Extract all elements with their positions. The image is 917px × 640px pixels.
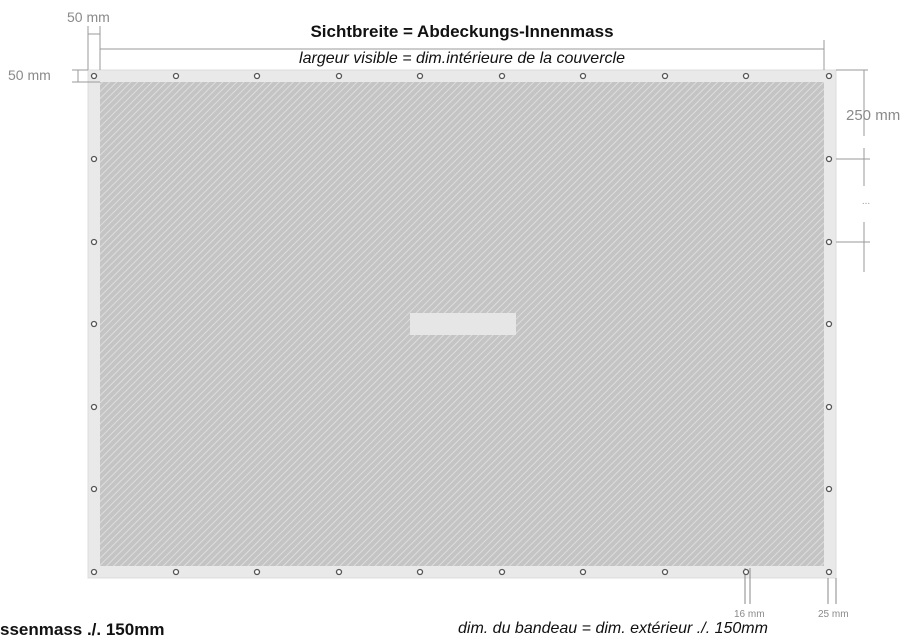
ellipsis-mark: ... bbox=[862, 196, 870, 207]
eyelet bbox=[825, 238, 833, 246]
eyelet bbox=[90, 485, 98, 493]
title-german: Sichtbreite = Abdeckungs-Innenmass bbox=[310, 22, 614, 41]
eyelet bbox=[825, 403, 833, 411]
center-label-area bbox=[410, 313, 516, 335]
eyelet bbox=[172, 72, 180, 80]
eyelet bbox=[661, 72, 669, 80]
eyelet bbox=[825, 568, 833, 576]
eyelet bbox=[498, 568, 506, 576]
right-eyelets bbox=[825, 155, 833, 493]
edge-offset-label: 25 mm bbox=[818, 609, 849, 620]
eyelet bbox=[90, 320, 98, 328]
eyelet bbox=[90, 72, 98, 80]
top-margin-marker bbox=[87, 26, 101, 70]
left-margin-label: 50 mm bbox=[8, 67, 51, 83]
eyelet bbox=[661, 568, 669, 576]
eyelet bbox=[416, 568, 424, 576]
eyelet bbox=[825, 72, 833, 80]
left-eyelets bbox=[90, 155, 98, 493]
eyelet bbox=[335, 568, 343, 576]
eyelet bbox=[825, 320, 833, 328]
title-french: largeur visible = dim.intérieure de la c… bbox=[299, 50, 625, 67]
eyelet bbox=[825, 485, 833, 493]
eyelet bbox=[90, 238, 98, 246]
eyelet bbox=[172, 568, 180, 576]
eyelet bbox=[498, 72, 506, 80]
eyelet bbox=[90, 568, 98, 576]
eyelet bbox=[742, 72, 750, 80]
eyelet bbox=[579, 72, 587, 80]
top-eyelets bbox=[90, 72, 833, 80]
eyelet bbox=[579, 568, 587, 576]
eyelet bbox=[742, 568, 750, 576]
eyelet bbox=[90, 155, 98, 163]
eyelet bbox=[335, 72, 343, 80]
eyelet bbox=[253, 72, 261, 80]
footer-french-note: dim. du bandeau = dim. extérieur ./. 150… bbox=[458, 620, 768, 637]
right-spacing-marker bbox=[836, 69, 870, 272]
width-dimension-line bbox=[99, 40, 825, 70]
eyelet bbox=[825, 155, 833, 163]
top-margin-label: 50 mm bbox=[67, 9, 110, 25]
footer-german-note: ssenmass ./. 150mm bbox=[0, 620, 165, 639]
left-margin-marker bbox=[72, 69, 100, 83]
bottom-eyelets bbox=[90, 568, 833, 576]
eyelet bbox=[90, 403, 98, 411]
eyelet-diameter-label: 16 mm bbox=[734, 609, 765, 620]
bottom-edge-marker bbox=[827, 578, 837, 604]
eyelet bbox=[416, 72, 424, 80]
eyelet bbox=[253, 568, 261, 576]
eyelet-spacing-label: 250 mm bbox=[846, 107, 901, 124]
